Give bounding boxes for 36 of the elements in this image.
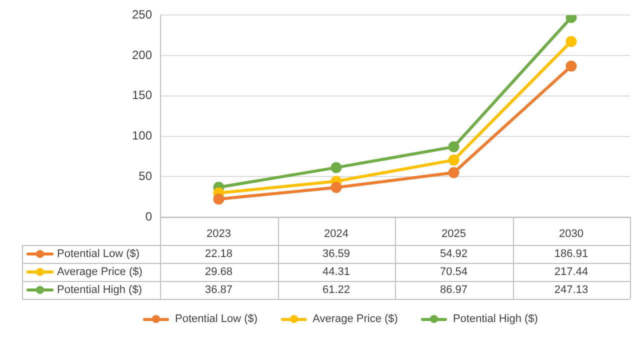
point xyxy=(448,167,460,178)
legend-label: Potential Low ($) xyxy=(57,248,140,260)
point xyxy=(330,182,342,193)
y-tick-label: 0 xyxy=(145,209,152,224)
y-tick-label: 50 xyxy=(138,168,152,183)
text: Average Price ($) xyxy=(312,313,398,325)
y-tick-label: 200 xyxy=(132,48,152,62)
point xyxy=(448,141,460,152)
point xyxy=(566,36,577,47)
data-label: 247.13 xyxy=(554,284,588,296)
data-label: 22.18 xyxy=(204,248,233,260)
text: Potential High ($) xyxy=(452,313,538,325)
legend-label: Average Price ($) xyxy=(57,266,142,278)
x-tick-label: 2023 xyxy=(206,228,231,240)
point xyxy=(213,194,224,205)
text: Potential Low ($) xyxy=(175,313,258,325)
data-label: 36.87 xyxy=(204,284,233,296)
data-label: 29.68 xyxy=(204,266,233,278)
data-label: 86.97 xyxy=(440,284,468,296)
y-tick-label: 250 xyxy=(132,8,152,22)
data-label: 54.92 xyxy=(440,248,468,260)
data-label: 217.44 xyxy=(554,266,588,278)
x-tick-label: 2030 xyxy=(559,228,584,240)
point xyxy=(330,162,342,174)
x-tick-label: 2025 xyxy=(442,228,466,240)
data-label: 61.22 xyxy=(322,284,350,296)
point xyxy=(566,60,577,72)
data-label: 186.91 xyxy=(554,248,588,260)
data-label: 36.59 xyxy=(322,248,350,260)
point xyxy=(448,154,460,166)
legend-label: Potential High ($) xyxy=(57,284,142,296)
data-label: 70.54 xyxy=(440,266,468,278)
y-tick-label: 100 xyxy=(132,128,152,143)
x-tick-label: 2024 xyxy=(324,228,348,240)
data-label: 44.31 xyxy=(322,266,350,278)
y-tick-label: 150 xyxy=(132,88,152,102)
